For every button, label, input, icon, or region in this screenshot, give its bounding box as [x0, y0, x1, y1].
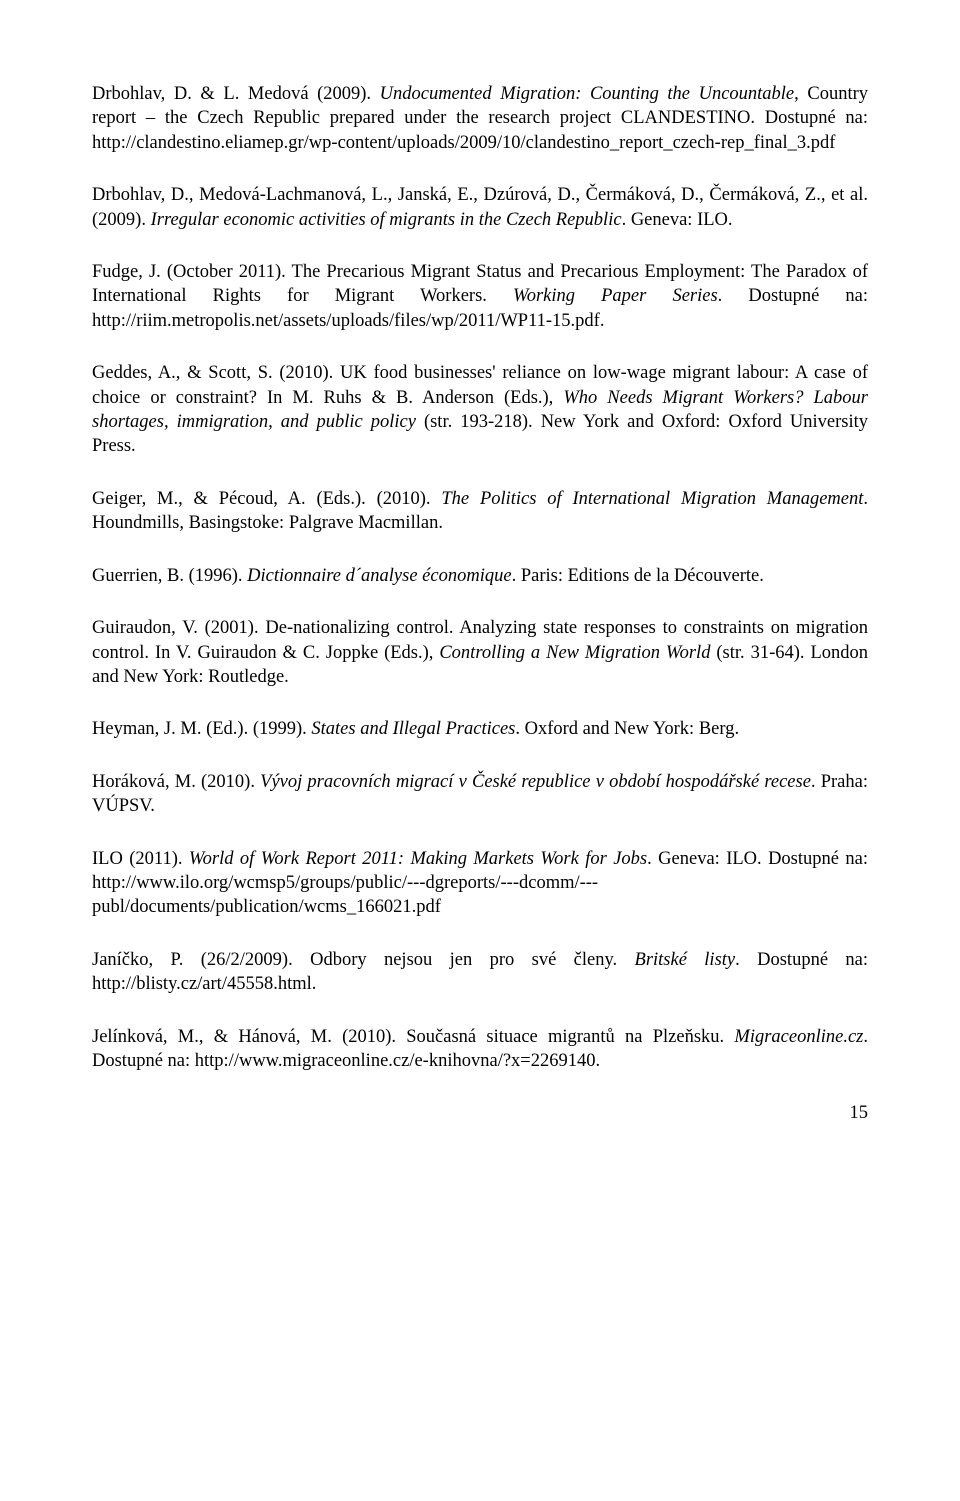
reference-entry: Guerrien, B. (1996). Dictionnaire d´anal…: [92, 564, 868, 588]
reference-entry: Geiger, M., & Pécoud, A. (Eds.). (2010).…: [92, 487, 868, 536]
ref-italic: Vývoj pracovních migrací v České republi…: [260, 772, 811, 792]
ref-text: . Geneva: ILO.: [622, 210, 733, 230]
ref-text: Horáková, M. (2010).: [92, 772, 260, 792]
ref-text: Guerrien, B. (1996).: [92, 566, 247, 586]
reference-entry: Drbohlav, D. & L. Medová (2009). Undocum…: [92, 82, 868, 155]
ref-italic: The Politics of International Migration …: [441, 489, 863, 509]
reference-entry: ILO (2011). World of Work Report 2011: M…: [92, 847, 868, 920]
ref-italic: Dictionnaire d´analyse économique: [247, 566, 511, 586]
reference-entry: Fudge, J. (October 2011). The Precarious…: [92, 260, 868, 333]
reference-entry: Drbohlav, D., Medová-Lachmanová, L., Jan…: [92, 183, 868, 232]
ref-text: Heyman, J. M. (Ed.). (1999).: [92, 719, 311, 739]
reference-entry: Guiraudon, V. (2001). De-nationalizing c…: [92, 616, 868, 689]
reference-entry: Janíčko, P. (26/2/2009). Odbory nejsou j…: [92, 948, 868, 997]
ref-italic: Britské listy: [635, 950, 736, 970]
ref-text: Jelínková, M., & Hánová, M. (2010). Souč…: [92, 1027, 734, 1047]
ref-italic: Working Paper Series: [513, 286, 718, 306]
ref-text: Drbohlav, D. & L. Medová (2009).: [92, 84, 380, 104]
ref-text: . Oxford and New York: Berg.: [515, 719, 739, 739]
ref-text: . Paris: Editions de la Découverte.: [512, 566, 764, 586]
ref-italic: Migraceonline.cz: [734, 1027, 863, 1047]
reference-entry: Geddes, A., & Scott, S. (2010). UK food …: [92, 361, 868, 459]
page-number: 15: [92, 1101, 868, 1125]
ref-italic: Irregular economic activities of migrant…: [151, 210, 622, 230]
ref-italic: World of Work Report 2011: Making Market…: [189, 849, 647, 869]
reference-entry: Horáková, M. (2010). Vývoj pracovních mi…: [92, 770, 868, 819]
ref-italic: Undocumented Migration: Counting the Unc…: [380, 84, 795, 104]
ref-text: Janíčko, P. (26/2/2009). Odbory nejsou j…: [92, 950, 635, 970]
reference-entry: Heyman, J. M. (Ed.). (1999). States and …: [92, 717, 868, 741]
ref-italic: States and Illegal Practices: [311, 719, 515, 739]
ref-text: Geiger, M., & Pécoud, A. (Eds.). (2010).: [92, 489, 441, 509]
reference-entry: Jelínková, M., & Hánová, M. (2010). Souč…: [92, 1025, 868, 1074]
ref-text: ILO (2011).: [92, 849, 189, 869]
ref-italic: Controlling a New Migration World: [439, 643, 710, 663]
